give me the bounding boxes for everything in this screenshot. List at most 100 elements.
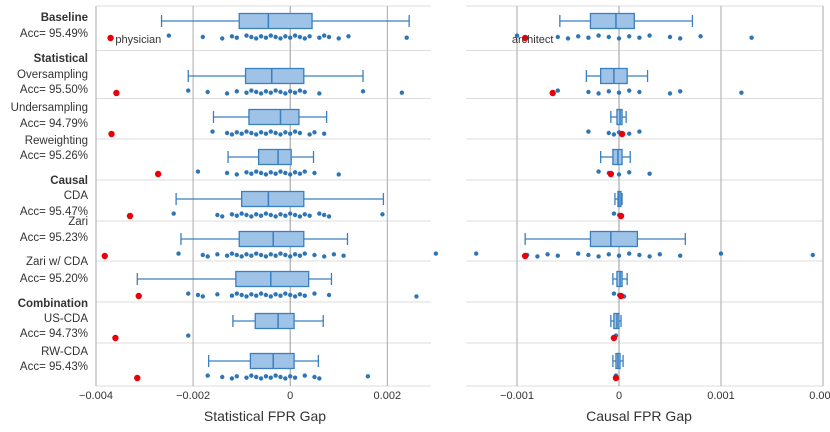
data-point — [186, 291, 191, 296]
data-point — [321, 212, 327, 218]
data-point — [258, 252, 264, 258]
data-point — [336, 36, 341, 41]
data-point — [312, 374, 317, 380]
data-point — [302, 373, 307, 378]
data-point — [229, 376, 235, 381]
data-point — [258, 376, 264, 381]
highlighted-point — [607, 170, 615, 178]
data-point — [215, 212, 220, 218]
data-point — [263, 254, 269, 259]
data-point — [220, 374, 225, 380]
data-point — [273, 130, 278, 136]
data-point — [278, 293, 283, 298]
row-label-acc: Acc= 95.47% — [20, 206, 88, 218]
data-point — [399, 90, 405, 95]
row-label-acc: Acc= 95.49% — [20, 28, 88, 40]
row-label-acc: Acc= 95.26% — [20, 150, 88, 162]
highlighted-point — [549, 89, 556, 97]
data-point — [234, 252, 239, 258]
data-point — [283, 213, 288, 218]
data-point — [283, 130, 288, 135]
data-point — [297, 88, 303, 93]
data-point — [307, 213, 312, 218]
data-point — [249, 171, 254, 176]
data-point — [637, 129, 642, 134]
data-point — [263, 292, 269, 298]
data-point — [312, 252, 317, 258]
data-point — [667, 91, 673, 96]
data-point — [234, 89, 239, 94]
data-point — [360, 89, 366, 94]
row-label-method: Reweighting — [25, 135, 88, 147]
data-point — [224, 170, 230, 176]
data-point — [302, 212, 307, 217]
data-point — [220, 214, 225, 219]
data-point — [283, 34, 288, 39]
data-point — [288, 292, 293, 298]
box-iqr — [589, 230, 639, 248]
data-point — [288, 254, 293, 259]
data-point — [268, 129, 273, 134]
data-point — [586, 252, 591, 258]
data-point — [258, 213, 264, 218]
data-point — [326, 214, 332, 219]
box-iqr — [248, 108, 300, 126]
data-point — [200, 252, 206, 258]
data-point — [637, 89, 642, 95]
data-point — [273, 34, 278, 40]
data-point — [637, 35, 642, 40]
highlighted-point — [134, 374, 141, 382]
highlighted-point — [107, 34, 114, 42]
box-iqr — [238, 12, 313, 30]
data-point — [283, 91, 288, 96]
data-point — [307, 34, 312, 39]
data-point — [616, 172, 622, 177]
x-tick-label: 0.001 — [707, 390, 735, 402]
data-point — [312, 291, 317, 296]
data-point — [268, 252, 273, 257]
data-point — [254, 36, 259, 41]
data-point — [234, 374, 239, 379]
data-point — [297, 34, 303, 40]
row-label-acc: Acc= 95.43% — [20, 361, 88, 373]
data-point — [336, 172, 341, 177]
data-point — [317, 91, 322, 96]
data-point — [278, 251, 283, 256]
data-point — [292, 294, 298, 299]
data-point — [678, 36, 683, 41]
data-point — [166, 33, 172, 38]
data-point — [244, 375, 249, 380]
data-point — [321, 131, 327, 136]
data-point — [268, 33, 273, 38]
data-point — [205, 89, 210, 95]
occupation-annotation: physician — [115, 34, 161, 46]
data-point — [292, 252, 298, 257]
data-point — [224, 130, 230, 136]
data-point — [616, 36, 622, 41]
data-point — [234, 291, 239, 296]
data-point — [667, 34, 673, 40]
x-tick-label: 0.002 — [809, 390, 830, 402]
data-point — [220, 36, 225, 41]
data-point — [171, 211, 176, 216]
data-point — [244, 252, 249, 257]
data-point — [297, 214, 303, 219]
highlighted-point — [610, 334, 618, 342]
row-labels: Baseline Acc= 95.49% Statistical Oversampli… — [11, 12, 89, 373]
data-point — [229, 34, 235, 39]
box-iqr — [589, 12, 635, 30]
data-point — [186, 88, 191, 93]
data-point — [288, 211, 293, 216]
data-point — [586, 35, 591, 40]
data-point — [200, 294, 206, 299]
data-point — [616, 90, 622, 95]
highlighted-point — [101, 252, 108, 260]
box-iqr — [257, 148, 292, 166]
data-point — [302, 251, 307, 256]
data-point — [229, 251, 235, 256]
data-point — [606, 252, 611, 257]
data-point — [268, 212, 273, 218]
data-point — [239, 292, 244, 298]
data-point — [288, 35, 293, 40]
box-iqr — [249, 352, 295, 370]
